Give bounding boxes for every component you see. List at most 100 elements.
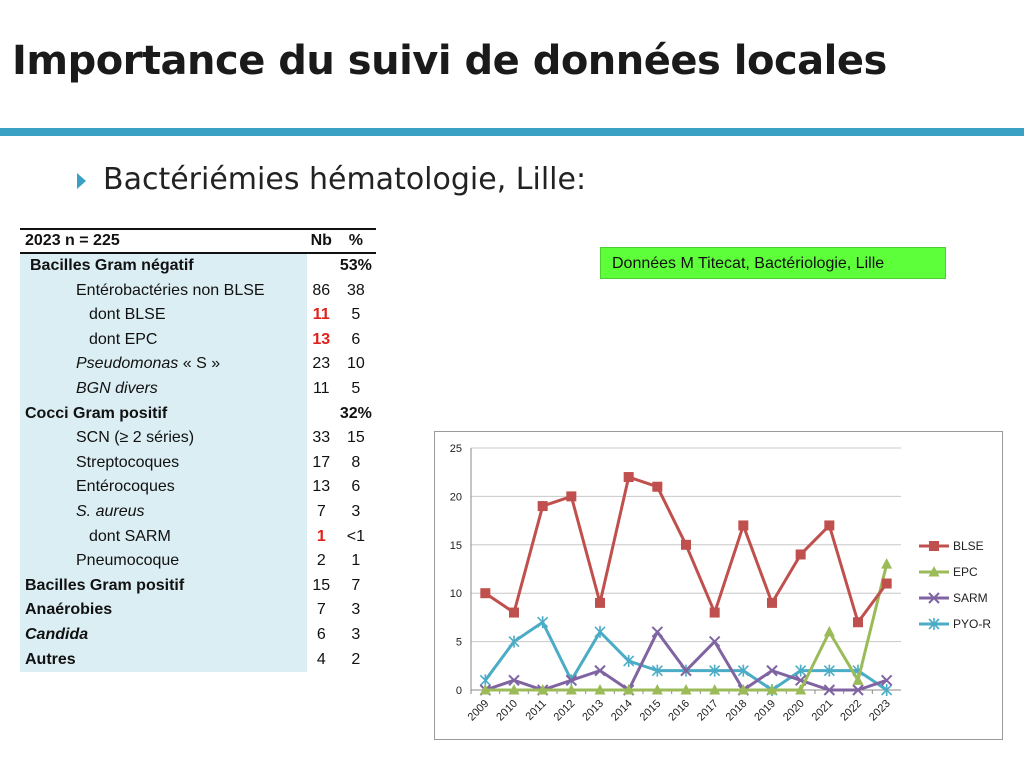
data-point — [566, 491, 577, 502]
row-label: dont EPC — [20, 327, 307, 353]
row-nb: 15 — [312, 576, 331, 594]
row-pct: 53% — [339, 257, 372, 274]
x-tick-label: 2015 — [638, 698, 664, 724]
row-nb: 2 — [316, 552, 326, 570]
row-label: Pseudomonas « S » — [20, 352, 307, 377]
data-point — [709, 684, 721, 695]
data-point — [766, 684, 778, 695]
x-tick-label: 2011 — [524, 698, 549, 723]
data-point — [824, 520, 835, 531]
data-point — [853, 617, 863, 628]
row-nb: 4 — [316, 650, 326, 668]
table-row: Candida 6 3 — [20, 622, 376, 648]
marker-shape — [709, 607, 720, 618]
data-point — [767, 597, 777, 608]
x-tick-label: 2016 — [666, 698, 692, 724]
row-pct: 38 — [346, 281, 365, 299]
marker-shape — [852, 674, 864, 685]
data-point — [823, 625, 835, 637]
row-pct: 5 — [351, 379, 361, 397]
row-pct: 32% — [339, 404, 372, 422]
row-nb: 23 — [312, 355, 331, 373]
data-point — [881, 684, 893, 696]
marker-shape — [537, 684, 549, 695]
marker-stroke — [680, 664, 692, 677]
data-point — [708, 635, 721, 648]
table-row: dont EPC 13 6 — [20, 327, 376, 353]
x-tick-label: 2009 — [466, 698, 492, 724]
marker-shape — [508, 684, 520, 695]
row-pct: 2 — [351, 650, 361, 668]
marker-shape — [480, 588, 491, 599]
y-tick-label: 15 — [450, 540, 462, 552]
x-tick-label: 2013 — [580, 698, 606, 724]
marker-stroke — [823, 684, 836, 696]
bullet-text: Bactériémies hématologie, Lille: — [103, 162, 587, 197]
data-point — [565, 684, 577, 695]
row-label: Entérobactéries non BLSE — [20, 278, 307, 304]
data-point — [537, 616, 549, 629]
table-header-row: 2023 n = 225 Nb % — [20, 228, 376, 254]
table-header-pct: % — [335, 228, 376, 254]
row-nb: 11 — [312, 379, 330, 397]
data-point — [852, 684, 864, 696]
data-point — [766, 664, 778, 677]
row-nb: 7 — [316, 502, 326, 520]
bacteremia-table: 2023 n = 225 Nb % Bacilles Gram négatif 5… — [20, 228, 376, 673]
x-tick-label: 2010 — [494, 698, 520, 724]
marker-stroke — [565, 674, 578, 687]
row-pct: <1 — [346, 527, 365, 545]
data-point — [594, 684, 606, 695]
marker-stroke — [928, 592, 940, 604]
data-point — [623, 472, 634, 483]
marker-shape — [738, 520, 749, 531]
data-point — [651, 626, 664, 638]
row-label: SCN (≥ 2 séries) — [20, 426, 307, 451]
row-label: Bacilles Gram positif — [20, 573, 307, 599]
marker-stroke — [508, 674, 520, 687]
row-pct: 3 — [351, 625, 361, 643]
row-pct: 7 — [351, 576, 361, 594]
row-label: Entérocoques — [20, 475, 307, 500]
row-pct: 6 — [351, 478, 361, 496]
data-point — [594, 664, 606, 677]
x-tick-label: 2017 — [695, 698, 721, 724]
line-chart: 0 5 10 15 20 25 2009 2010 2011 2012 2013 2014 2015 20… — [434, 431, 1003, 740]
row-nb — [307, 253, 336, 279]
row-pct: 5 — [351, 306, 361, 324]
row-pct: 8 — [351, 453, 361, 471]
row-nb: 6 — [316, 625, 326, 643]
row-label: Anaérobies — [20, 598, 307, 623]
row-label: Cocci Gram positif — [20, 401, 307, 427]
x-tick-label: 2022 — [838, 698, 864, 724]
table-row: Cocci Gram positif 32% — [20, 401, 376, 427]
data-point — [651, 664, 663, 677]
marker-shape — [594, 684, 606, 695]
x-tick-label: 2023 — [867, 698, 893, 724]
row-label: Pneumocoque — [20, 549, 307, 574]
data-point — [852, 674, 864, 685]
table-row: S. aureus 7 3 — [20, 499, 376, 525]
legend-label: BLSE — [953, 539, 984, 553]
table-row: Pseudomonas « S » 23 10 — [20, 352, 376, 377]
data-point — [795, 684, 807, 695]
data-point — [480, 588, 491, 599]
row-pct: 15 — [346, 429, 365, 447]
data-point — [509, 607, 519, 618]
data-point — [651, 684, 663, 695]
y-tick-label: 25 — [450, 443, 462, 455]
table-row: Entérocoques 13 6 — [20, 475, 376, 500]
table-header-label: 2023 n = 225 — [20, 228, 307, 254]
marker-shape — [766, 684, 778, 695]
table-row: Pneumocoque 2 1 — [20, 549, 376, 574]
table-row: SCN (≥ 2 séries) 33 15 — [20, 426, 376, 451]
marker-shape — [853, 617, 863, 628]
marker-shape — [767, 597, 777, 608]
row-label: Streptocoques — [20, 450, 307, 476]
legend-marker — [928, 618, 940, 630]
page-title: Importance du suivi de données locales — [12, 38, 887, 84]
marker-stroke — [852, 684, 864, 696]
marker-shape — [595, 597, 605, 608]
marker-shape — [623, 684, 635, 695]
